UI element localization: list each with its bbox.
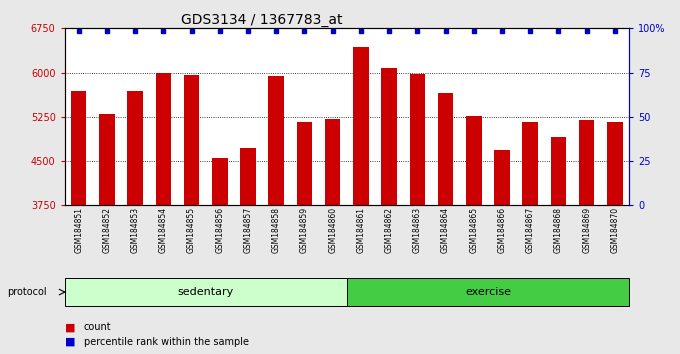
Bar bbox=[65, 278, 347, 306]
Text: GSM184866: GSM184866 bbox=[498, 207, 507, 253]
Text: GSM184853: GSM184853 bbox=[131, 207, 139, 253]
Bar bbox=[325, 119, 341, 205]
Text: GSM184869: GSM184869 bbox=[582, 207, 591, 253]
Bar bbox=[240, 148, 256, 205]
Text: GSM184865: GSM184865 bbox=[469, 207, 478, 253]
Bar bbox=[99, 114, 115, 205]
Text: percentile rank within the sample: percentile rank within the sample bbox=[84, 337, 249, 347]
Bar bbox=[127, 91, 143, 205]
Bar bbox=[522, 121, 538, 205]
Text: GSM184861: GSM184861 bbox=[356, 207, 365, 253]
Bar bbox=[269, 76, 284, 205]
Text: GSM184868: GSM184868 bbox=[554, 207, 563, 253]
Bar bbox=[494, 150, 510, 205]
Bar bbox=[156, 73, 171, 205]
Text: sedentary: sedentary bbox=[177, 287, 234, 297]
Text: GSM184856: GSM184856 bbox=[216, 207, 224, 253]
Text: GSM184852: GSM184852 bbox=[103, 207, 112, 253]
Text: GSM184867: GSM184867 bbox=[526, 207, 534, 253]
Bar bbox=[353, 47, 369, 205]
Text: ■: ■ bbox=[65, 322, 75, 332]
Bar bbox=[296, 122, 312, 205]
Bar bbox=[212, 158, 228, 205]
Bar bbox=[551, 137, 566, 205]
Text: GSM184864: GSM184864 bbox=[441, 207, 450, 253]
Bar bbox=[579, 120, 594, 205]
Title: GDS3134 / 1367783_at: GDS3134 / 1367783_at bbox=[182, 13, 343, 27]
Bar bbox=[466, 116, 481, 205]
Text: GSM184858: GSM184858 bbox=[272, 207, 281, 253]
Bar bbox=[607, 122, 623, 205]
Text: GSM184857: GSM184857 bbox=[243, 207, 252, 253]
Text: GSM184854: GSM184854 bbox=[159, 207, 168, 253]
Text: GSM184863: GSM184863 bbox=[413, 207, 422, 253]
Text: GSM184862: GSM184862 bbox=[385, 207, 394, 253]
Bar bbox=[71, 91, 86, 205]
Text: GSM184851: GSM184851 bbox=[74, 207, 83, 253]
Bar bbox=[347, 278, 629, 306]
Bar bbox=[381, 68, 397, 205]
Text: protocol: protocol bbox=[7, 287, 46, 297]
Text: GSM184859: GSM184859 bbox=[300, 207, 309, 253]
Text: exercise: exercise bbox=[465, 287, 511, 297]
Text: GSM184870: GSM184870 bbox=[611, 207, 619, 253]
Text: ■: ■ bbox=[65, 337, 75, 347]
Text: GSM184855: GSM184855 bbox=[187, 207, 196, 253]
Bar bbox=[184, 75, 199, 205]
Bar bbox=[438, 93, 454, 205]
Bar bbox=[409, 74, 425, 205]
Text: count: count bbox=[84, 322, 112, 332]
Text: GSM184860: GSM184860 bbox=[328, 207, 337, 253]
